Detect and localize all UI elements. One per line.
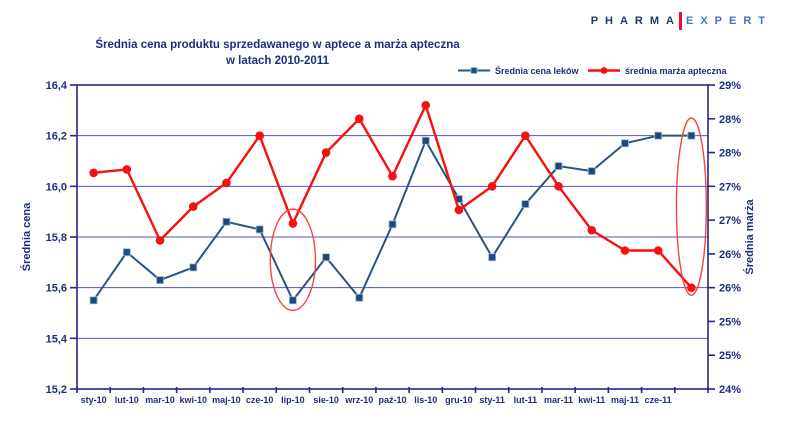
right-axis-tick-label: 26% [719,249,741,261]
logo-text-pharma: PHARMA [590,15,681,27]
data-point-square [621,139,629,148]
data-point-square [554,162,563,170]
data-point-square [89,296,98,305]
x-axis-label: lip-10 [281,395,305,405]
data-point-circle [653,246,663,255]
data-point-square [322,253,330,262]
data-point-circle [89,168,98,178]
data-point-square [687,131,696,140]
chart-title-line2: w latach 2010-2011 [226,55,329,68]
left-axis-tick-label: 15,8 [46,232,67,244]
left-axis-tick-label: 15,6 [46,283,67,295]
data-point-square [421,136,430,145]
data-point-square [388,220,397,229]
x-axis-label: mar-10 [145,395,175,405]
left-axis-tick-label: 15,2 [46,384,67,396]
legend-label: średnia marża apteczna [625,66,728,76]
right-axis-tick-label: 29% [719,80,741,92]
x-axis-label: lut-10 [115,395,139,405]
data-point-square [587,167,596,176]
data-point-circle [155,236,165,245]
right-axis-tick-label: 27% [719,215,741,227]
margin-series [89,100,696,292]
x-axis-label: cze-10 [246,395,274,405]
left-axis-tick-label: 16,0 [46,181,67,193]
right-axis-tick-label: 28% [719,148,741,160]
pharma-expert-logo: PHARMA EXPERT [591,11,772,31]
data-point-square [521,200,530,208]
right-axis-title: Średnia marża [743,199,756,275]
data-point-square [488,253,497,262]
data-point-circle [454,205,464,215]
x-axis-label: lut-11 [514,395,538,405]
data-point-circle [587,225,597,235]
data-point-circle [620,246,630,255]
x-axis-label: mar-11 [544,395,573,405]
data-point-circle [354,114,364,124]
x-axis-label: cze-11 [645,395,672,405]
legend-item: Średnia cena leków [458,65,580,76]
right-axis-tick-label: 24% [719,384,741,396]
data-point-square [654,131,663,140]
data-point-circle [388,171,397,181]
legend-label: Średnia cena leków [495,65,580,76]
x-axis-label: lis-10 [414,395,437,405]
data-point-circle [687,283,696,292]
left-axis-tick-label: 15,4 [46,333,68,345]
x-axis-label: gru-10 [445,395,473,405]
left-axis-tick-label: 16,4 [46,80,68,92]
data-point-square [222,217,231,226]
x-axis-label: maj-11 [611,395,639,405]
data-point-square [355,293,364,302]
data-point-circle [554,182,563,191]
data-point-circle [487,182,497,191]
right-axis-tick-label: 26% [719,283,741,295]
data-point-square [189,263,198,272]
data-point-circle [122,165,132,174]
logo-divider-bar [678,12,682,30]
data-point-circle [421,100,431,110]
x-axis-label: wrz-10 [344,395,373,405]
data-point-circle [521,131,530,140]
left-axis-title: Średnia cena [20,202,33,271]
data-point-circle [288,219,298,228]
legend-marker [600,67,608,74]
data-point-square [122,248,131,257]
data-point-square [255,225,264,234]
right-axis-tick-label: 28% [719,114,741,126]
legend-item: średnia marża apteczna [588,66,728,76]
series-line [93,104,693,289]
chart-title-line1: Średnia cena produktu sprzedawanego w ap… [95,39,460,51]
left-axis-tick-label: 16,2 [46,131,67,143]
logo-text-expert: EXPERT [685,15,772,27]
data-point-circle [188,202,198,211]
data-point-square [288,296,297,305]
right-axis-tick-label: 25% [719,316,741,328]
x-axis-label: sie-10 [313,395,339,405]
x-axis-label: sty-10 [81,395,107,405]
data-point-square [156,276,164,284]
highlight-ellipse [269,208,317,312]
data-point-circle [222,178,231,188]
x-axis-label: sty-11 [479,395,505,405]
x-axis-label: paź-10 [378,395,406,405]
data-point-circle [255,131,264,140]
highlight-ellipse [675,117,708,296]
x-axis-label: kwi-10 [179,395,207,405]
data-point-circle [321,148,331,157]
right-axis-tick-label: 25% [719,350,741,362]
price-series [89,131,696,305]
right-axis-tick-label: 27% [719,181,741,193]
legend-marker [470,67,478,74]
chart-title: Średnia cena produktu sprzedawanego w ap… [80,37,475,69]
x-axis-label: kwi-11 [578,395,605,405]
x-axis-label: maj-10 [212,395,241,405]
